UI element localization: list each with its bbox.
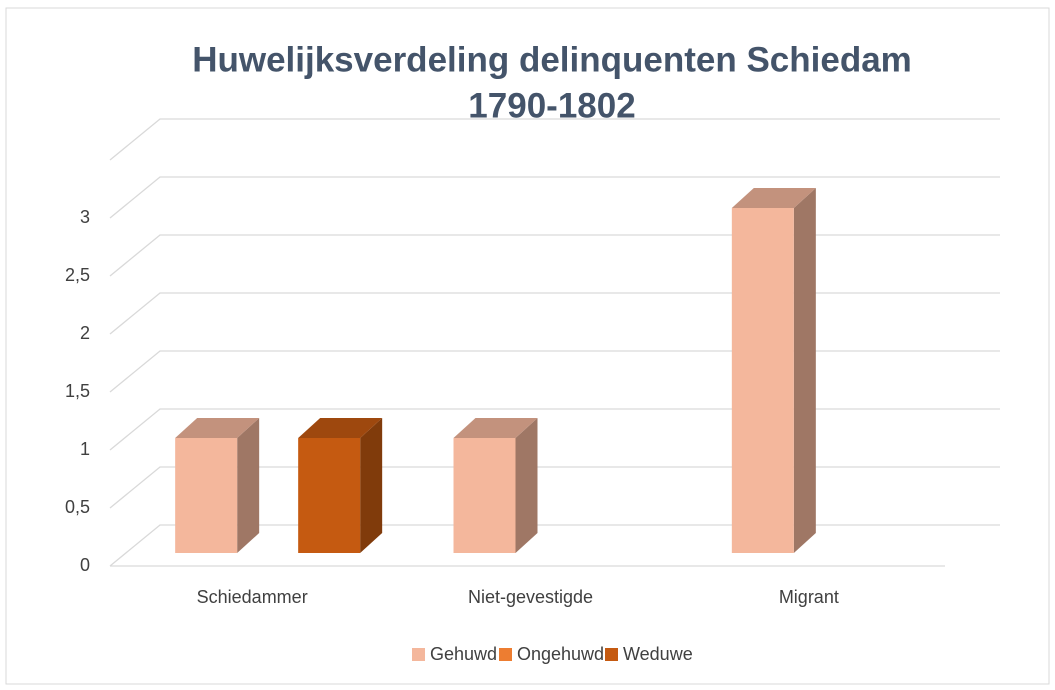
grid-line: [109, 176, 1000, 219]
bar-side: [515, 418, 538, 553]
y-tick-label: 3: [80, 207, 90, 227]
legend-label: Ongehuwd: [517, 644, 604, 664]
grid-line: [109, 350, 1000, 393]
bar-side: [793, 188, 816, 553]
bar: [453, 438, 516, 553]
grid-line: [109, 524, 1000, 567]
bar-side: [360, 418, 383, 553]
y-tick-label: 2,5: [65, 265, 90, 285]
x-tick-label: Schiedammer: [197, 587, 308, 607]
chart-border: [5, 7, 1050, 685]
grid-line: [109, 292, 1000, 335]
grid-line: [109, 466, 1000, 509]
y-tick-label: 1,5: [65, 381, 90, 401]
bar-top: [731, 188, 816, 208]
y-tick-label: 2: [80, 323, 90, 343]
grid-line: [109, 408, 1000, 451]
y-tick-label: 0,5: [65, 497, 90, 517]
legend-label: Weduwe: [623, 644, 693, 664]
x-tick-label: Migrant: [779, 587, 839, 607]
bar: [298, 438, 361, 553]
bar: [175, 438, 238, 553]
legend-swatch: [412, 648, 425, 661]
grid-line: [109, 234, 1000, 277]
legend-swatch: [605, 648, 618, 661]
bar: [731, 208, 794, 553]
y-tick-label: 0: [80, 555, 90, 575]
chart-title: Huwelijksverdeling delinquenten Schiedam: [192, 40, 912, 79]
grid-line: [109, 118, 1000, 161]
bar-top: [298, 418, 383, 438]
legend-label: Gehuwd: [430, 644, 497, 664]
x-tick-label: Niet-gevestigde: [468, 587, 593, 607]
bar-side: [237, 418, 260, 553]
legend-swatch: [499, 648, 512, 661]
bar-top: [453, 418, 538, 438]
bar-top: [175, 418, 260, 438]
y-tick-label: 1: [80, 439, 90, 459]
